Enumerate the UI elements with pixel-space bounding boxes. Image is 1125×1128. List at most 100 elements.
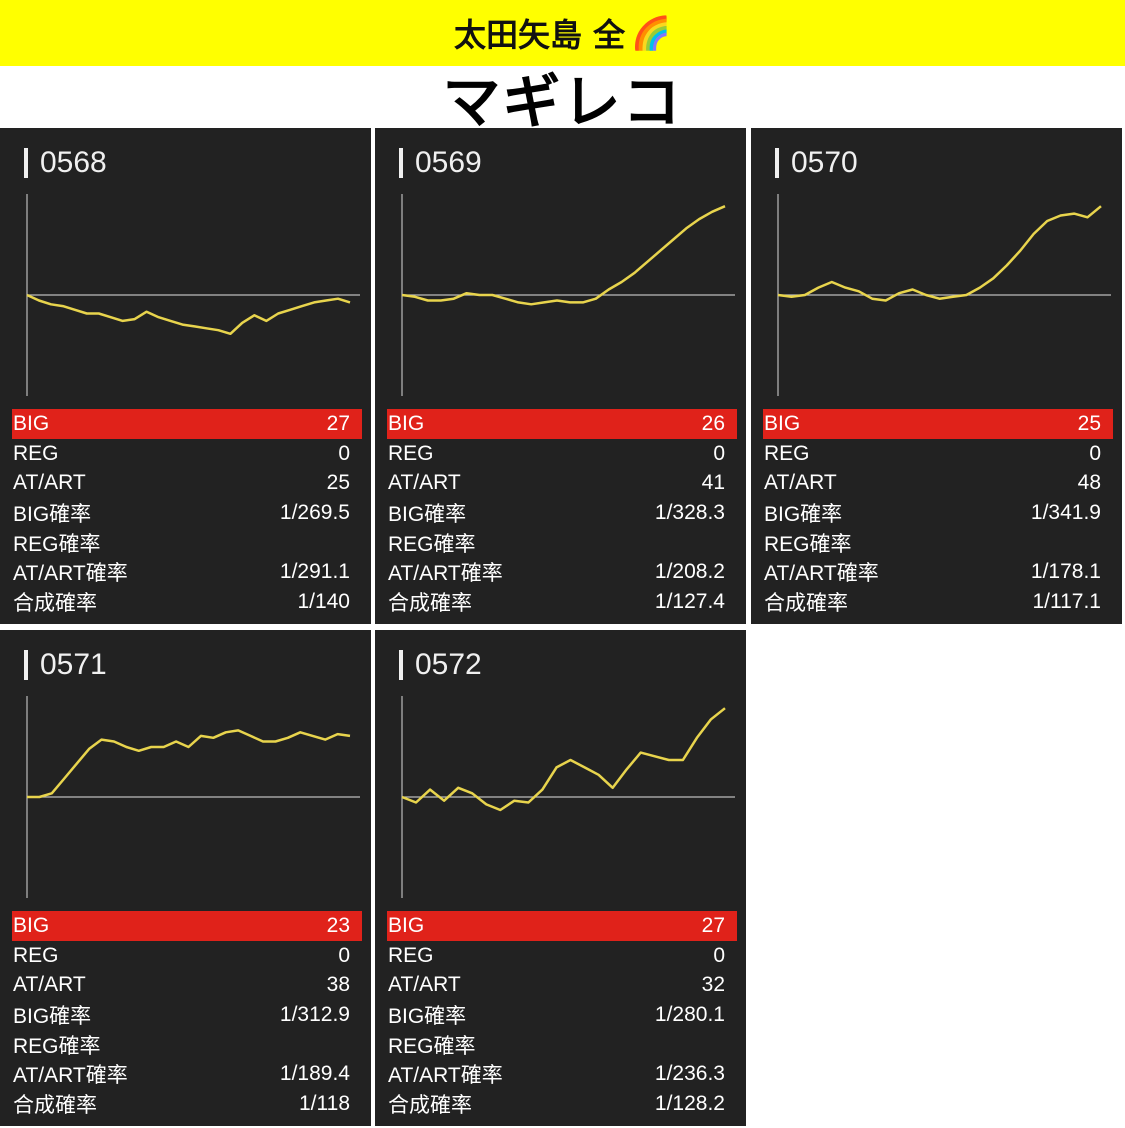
stat-label: 合成確率	[13, 591, 97, 615]
banner-text: 太田矢島 全	[454, 16, 626, 54]
stat-value: 32	[701, 973, 725, 997]
slump-graph	[777, 194, 1111, 396]
stat-label: REG	[13, 943, 59, 967]
stat-row: AT/ART 32	[387, 970, 737, 1000]
machine-number: 0570	[791, 146, 858, 179]
stats-table: BIG 26 REG 0 AT/ART 41 BIG確率 1/328.3 REG確率 AT/ART…	[387, 409, 737, 617]
stat-row: 合成確率 1/117.1	[763, 587, 1113, 617]
stat-row: AT/ART 48	[763, 468, 1113, 498]
stat-value: 1/178.1	[1030, 560, 1101, 584]
stat-label: REG	[388, 943, 434, 967]
stat-row: AT/ART 25	[12, 468, 362, 498]
stats-table: BIG 27 REG 0 AT/ART 32 BIG確率 1/280.1 REG確率 AT/ART…	[387, 911, 737, 1119]
stat-row: AT/ART確率 1/189.4	[12, 1059, 362, 1089]
stat-row: BIG確率 1/280.1	[387, 1000, 737, 1030]
stat-value: 0	[338, 943, 350, 967]
stat-label: AT/ART	[13, 471, 86, 495]
stat-row: 合成確率 1/140	[12, 587, 362, 617]
stat-value: 1/280.1	[654, 1002, 725, 1026]
stat-value: 1/189.4	[279, 1062, 350, 1086]
stat-value: 0	[713, 441, 725, 465]
stat-label: 合成確率	[388, 591, 472, 615]
stat-label: BIG	[388, 913, 425, 937]
stat-row: 合成確率 1/118	[12, 1089, 362, 1119]
stat-value: 48	[1077, 471, 1101, 495]
stat-label: BIG確率	[388, 1004, 467, 1028]
stat-row: REG 0	[12, 439, 362, 469]
stat-label: AT/ART	[388, 471, 461, 495]
slump-graph	[401, 696, 735, 898]
stat-value: 25	[326, 471, 350, 495]
stats-table: BIG 23 REG 0 AT/ART 38 BIG確率 1/312.9 REG確率 AT/ART…	[12, 911, 362, 1119]
panel-id-marker	[399, 148, 403, 178]
slump-line	[401, 205, 726, 306]
machine-panel-0[interactable]: 0568 BIG 27 REG 0 AT/ART 25 BIG確率 1/269.5 REG確率 AT…	[0, 128, 371, 624]
stat-row: AT/ART確率 1/208.2	[387, 557, 737, 587]
page-title: マギレコ	[442, 68, 683, 136]
machine-panel-2[interactable]: 0570 BIG 25 REG 0 AT/ART 48 BIG確率 1/341.9 REG確率 AT…	[751, 128, 1122, 624]
stats-table: BIG 25 REG 0 AT/ART 48 BIG確率 1/341.9 REG確率 AT/ART…	[763, 409, 1113, 617]
stat-label: BIG	[764, 411, 801, 435]
machine-number: 0568	[40, 146, 107, 179]
stat-label: BIG	[388, 411, 425, 435]
stat-row: REG確率	[12, 528, 362, 558]
stat-row: 合成確率 1/127.4	[387, 587, 737, 617]
stat-row: 合成確率 1/128.2	[387, 1089, 737, 1119]
stat-value: 1/128.2	[654, 1091, 725, 1115]
slump-graph	[401, 194, 735, 396]
stat-label: AT/ART	[764, 471, 837, 495]
stat-value: 1/127.4	[654, 589, 725, 613]
stat-row: REG確率	[763, 528, 1113, 558]
panel-id-marker	[24, 650, 28, 680]
stat-value: 25	[1077, 411, 1101, 435]
stat-label: REG確率	[388, 1034, 476, 1058]
stat-label: BIG確率	[13, 1004, 92, 1028]
stat-row: AT/ART確率 1/291.1	[12, 557, 362, 587]
stat-row: REG 0	[387, 439, 737, 469]
slump-line	[27, 729, 351, 799]
machine-panel-1[interactable]: 0569 BIG 26 REG 0 AT/ART 41 BIG確率 1/328.3 REG確率 AT…	[375, 128, 746, 624]
slump-line	[401, 707, 726, 812]
panel-id-marker	[399, 650, 403, 680]
stat-label: AT/ART確率	[13, 562, 128, 586]
stat-label: AT/ART確率	[764, 562, 879, 586]
slump-graph	[26, 194, 360, 396]
machine-panel-4[interactable]: 0572 BIG 27 REG 0 AT/ART 32 BIG確率 1/280.1 REG確率 AT…	[375, 630, 746, 1126]
machine-number: 0571	[40, 648, 107, 681]
stat-row: REG確率	[12, 1030, 362, 1060]
stat-label: REG確率	[13, 532, 101, 556]
stat-value: 0	[1089, 441, 1101, 465]
stat-label: REG確率	[13, 1034, 101, 1058]
stat-row: REG確率	[387, 528, 737, 558]
stat-row: REG 0	[763, 439, 1113, 469]
stat-row: REG 0	[12, 941, 362, 971]
machine-panel-3[interactable]: 0571 BIG 23 REG 0 AT/ART 38 BIG確率 1/312.9 REG確率 AT…	[0, 630, 371, 1126]
stat-row: BIG 27	[12, 409, 362, 439]
stat-label: BIG確率	[388, 502, 467, 526]
stat-value: 1/208.2	[654, 560, 725, 584]
stat-row: AT/ART確率 1/236.3	[387, 1059, 737, 1089]
rainbow-icon: 🌈	[631, 14, 671, 52]
stat-value: 1/140	[297, 589, 350, 613]
stat-label: REG	[13, 441, 59, 465]
stat-label: AT/ART確率	[13, 1064, 128, 1088]
stat-value: 1/117.1	[1032, 589, 1101, 613]
stat-label: BIG確率	[764, 502, 843, 526]
stat-label: AT/ART	[388, 973, 461, 997]
stat-value: 27	[701, 913, 725, 937]
slump-line	[26, 293, 351, 336]
stat-value: 1/341.9	[1030, 500, 1101, 524]
stat-label: REG	[388, 441, 434, 465]
stat-value: 27	[326, 411, 350, 435]
stat-label: BIG	[13, 411, 50, 435]
stat-value: 1/291.1	[279, 560, 350, 584]
stat-value: 1/269.5	[279, 500, 350, 524]
stat-value: 1/236.3	[654, 1062, 725, 1086]
stat-row: REG 0	[387, 941, 737, 971]
stat-row: AT/ART 41	[387, 468, 737, 498]
stat-value: 23	[326, 913, 350, 937]
stat-label: REG確率	[764, 532, 852, 556]
stat-row: BIG 23	[12, 911, 362, 941]
stat-row: BIG確率 1/269.5	[12, 498, 362, 528]
stat-label: 合成確率	[764, 591, 848, 615]
